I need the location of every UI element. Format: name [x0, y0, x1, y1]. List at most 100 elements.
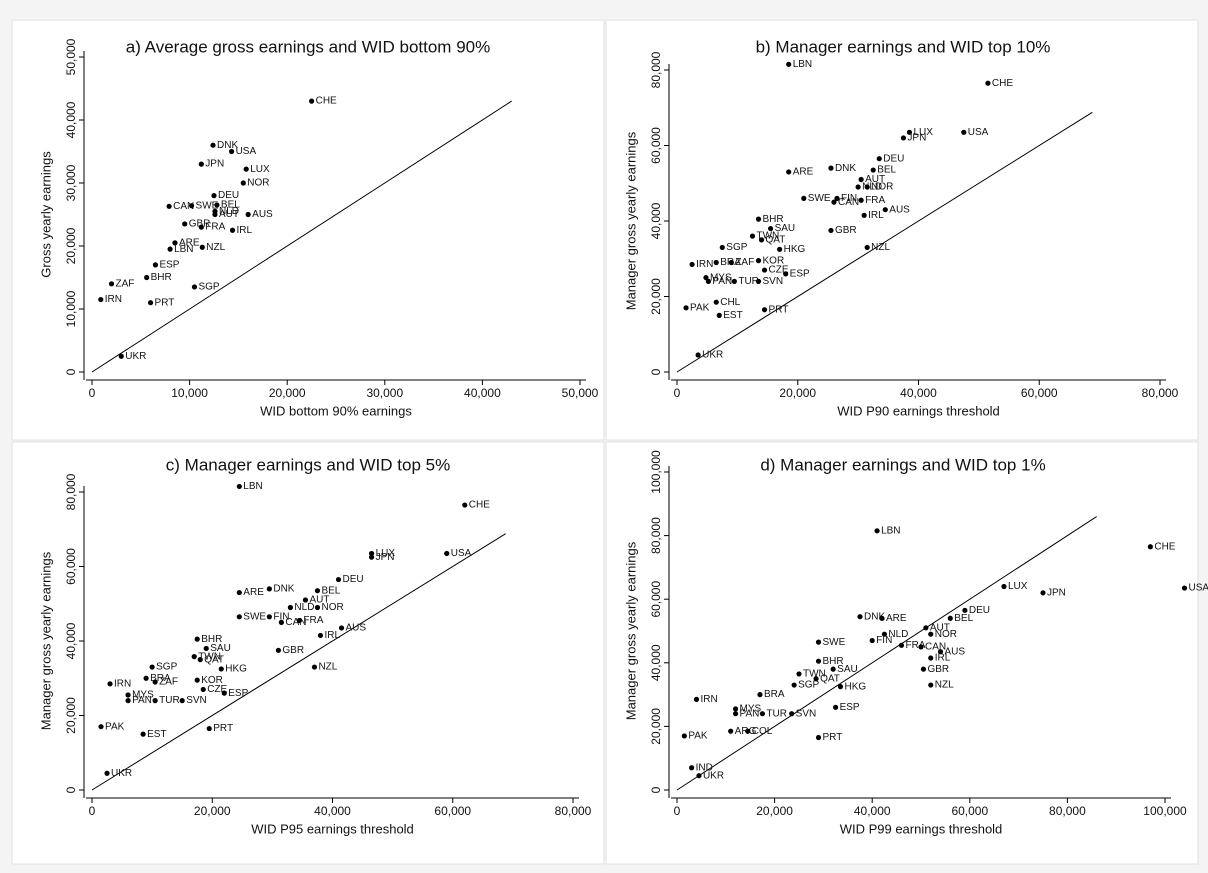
data-point — [864, 244, 870, 251]
data-point — [182, 221, 188, 227]
point-label: ARE — [886, 613, 907, 624]
chart-title: b) Manager earnings and WID top 10% — [756, 37, 1051, 56]
point-label: SGP — [726, 242, 747, 253]
data-point — [236, 483, 242, 490]
data-point — [796, 671, 802, 677]
data-point — [947, 615, 953, 621]
point-label: GBR — [927, 664, 949, 675]
data-point — [1001, 583, 1007, 590]
point-label: LUX — [1008, 581, 1028, 592]
data-point — [918, 644, 924, 650]
data-point — [696, 773, 702, 779]
y-tick-label: 60,000 — [64, 548, 78, 585]
point-label: UKR — [125, 351, 146, 362]
data-point — [368, 554, 375, 560]
y-tick-label: 0 — [64, 368, 78, 375]
point-label: ARE — [793, 167, 814, 178]
point-label: GBR — [282, 645, 304, 656]
point-label: HKG — [784, 244, 806, 255]
data-point — [1040, 590, 1046, 596]
y-axis-title: Gross yearly earnings — [38, 151, 53, 278]
point-label: GBR — [835, 225, 857, 236]
data-point — [206, 725, 212, 732]
y-tick-label: 20,000 — [64, 697, 78, 734]
point-label: NZL — [935, 680, 954, 691]
point-label: SGP — [198, 282, 219, 293]
point-label: AUT — [219, 209, 239, 220]
y-tick-label: 40,000 — [649, 644, 663, 681]
point-label: CAN — [925, 642, 946, 653]
data-point — [879, 615, 885, 621]
point-label: IRN — [114, 678, 131, 689]
data-point — [302, 597, 309, 603]
point-label: LBN — [881, 525, 900, 536]
data-point — [287, 604, 294, 611]
data-point — [236, 614, 242, 620]
y-tick-label: 20,000 — [649, 278, 663, 315]
point-label: PAN — [132, 695, 152, 706]
point-label: MYS — [740, 704, 762, 715]
point-label: FRA — [905, 640, 925, 651]
data-point — [211, 193, 217, 199]
data-point — [194, 636, 200, 642]
panel-frame — [11, 441, 605, 865]
point-label: DNK — [835, 163, 856, 174]
y-tick-label: 10,000 — [64, 290, 78, 327]
y-axis-title: Manager gross yearly earnings — [623, 131, 638, 310]
data-point — [166, 203, 172, 209]
point-label: USA — [451, 548, 472, 559]
point-label: ARE — [243, 587, 264, 598]
data-point — [874, 528, 880, 534]
y-tick-label: 100,000 — [649, 450, 663, 494]
point-label: LBN — [243, 481, 262, 492]
data-point — [749, 233, 756, 239]
data-point — [311, 664, 318, 670]
point-label: BEL — [954, 613, 973, 624]
data-point — [317, 632, 324, 639]
point-label: BEL — [321, 585, 340, 596]
data-point — [755, 278, 762, 284]
data-point — [864, 184, 870, 190]
panel-frame — [11, 19, 605, 441]
data-point — [837, 684, 844, 690]
point-label: CHE — [992, 78, 1013, 89]
data-point — [882, 207, 888, 213]
data-point — [962, 607, 968, 613]
point-label: FRA — [205, 222, 225, 233]
point-label: FRA — [865, 195, 885, 206]
point-label: TWN — [803, 669, 826, 680]
point-label: NZL — [871, 242, 890, 253]
data-point — [210, 142, 216, 148]
data-point — [1181, 585, 1188, 591]
data-point — [1147, 544, 1153, 550]
data-point — [693, 696, 700, 702]
point-label: SGP — [798, 680, 819, 691]
point-label: AUS — [889, 204, 910, 215]
x-tick-label: 0 — [89, 804, 96, 818]
x-tick-label: 100,000 — [1143, 804, 1187, 818]
data-point — [191, 284, 198, 290]
chart-title: a) Average gross earnings and WID bottom… — [126, 37, 490, 56]
point-label: IRL — [868, 210, 884, 221]
data-point — [147, 300, 154, 306]
point-label: BHR — [763, 214, 784, 225]
point-label: IND — [696, 762, 713, 773]
point-label: PAK — [690, 302, 710, 313]
data-point — [108, 281, 115, 287]
data-point — [444, 550, 450, 557]
data-point — [681, 733, 687, 739]
point-label: DNK — [217, 140, 238, 151]
point-label: PAN — [740, 708, 760, 719]
data-point — [828, 165, 834, 171]
data-point — [937, 649, 944, 655]
point-label: MYS — [710, 272, 732, 283]
point-label: DNK — [864, 611, 885, 622]
data-point — [786, 61, 792, 67]
point-label: NLD — [888, 629, 908, 640]
y-tick-label: 40,000 — [649, 202, 663, 239]
point-label: CHE — [469, 500, 490, 511]
data-point — [881, 631, 888, 637]
data-point — [813, 676, 819, 682]
data-point — [212, 211, 218, 218]
x-tick-label: 60,000 — [434, 804, 471, 818]
